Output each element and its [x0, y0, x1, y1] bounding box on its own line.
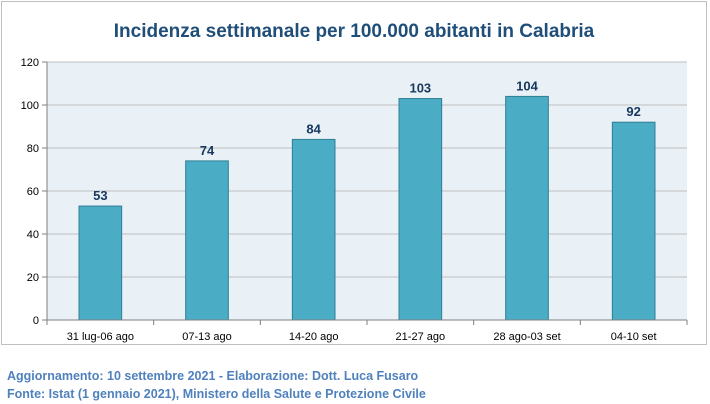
y-tick-label: 0 — [33, 315, 39, 327]
x-tick-label: 31 lug-06 ago — [67, 331, 134, 343]
data-labels: 53 74 84 103 104 92 — [93, 78, 641, 203]
x-tick-label: 14-20 ago — [289, 331, 339, 343]
bar — [611, 121, 656, 321]
y-tick-label: 40 — [27, 229, 39, 241]
chart-title: Incidenza settimanale per 100.000 abitan… — [114, 21, 595, 42]
data-label: 103 — [409, 81, 431, 96]
grid-lines — [47, 61, 687, 278]
data-label: 92 — [626, 104, 640, 119]
x-tick-label: 07-13 ago — [182, 331, 232, 343]
bar — [185, 160, 229, 321]
bar — [398, 98, 443, 321]
axes: 0 20 40 60 80 100 120 31 lug-06 ago 07-13 ago 14-… — [21, 57, 688, 343]
data-label: 104 — [516, 78, 538, 93]
bar — [505, 95, 549, 321]
bar-chart: Incidenza settimanale per 100.000 abitan… — [21, 21, 688, 343]
footer-source-line: Fonte: Istat (1 gennaio 2021), Ministero… — [7, 387, 426, 401]
y-tick-label: 80 — [27, 143, 39, 155]
chart-frame: Incidenza settimanale per 100.000 abitan… — [1, 1, 707, 345]
y-tick-label: 120 — [21, 57, 39, 69]
y-tick-label: 100 — [21, 100, 39, 112]
data-label: 84 — [306, 121, 321, 136]
bar — [291, 138, 336, 321]
bars — [78, 95, 656, 321]
bar — [78, 205, 123, 321]
data-label: 53 — [93, 188, 107, 203]
y-tick-label: 20 — [27, 272, 39, 284]
y-tick-label: 60 — [27, 186, 39, 198]
x-tick-label: 28 ago-03 set — [493, 331, 560, 343]
footer-update-line: Aggiornamento: 10 settembre 2021 - Elabo… — [7, 369, 419, 383]
x-tick-label: 21-27 ago — [396, 331, 446, 343]
data-label: 74 — [200, 143, 215, 158]
x-tick-label: 04-10 set — [611, 331, 657, 343]
